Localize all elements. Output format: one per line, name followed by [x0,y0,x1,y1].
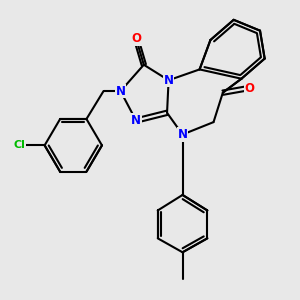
Text: N: N [116,85,126,98]
Text: O: O [244,82,254,94]
Text: O: O [131,32,141,45]
Text: N: N [131,114,141,127]
Text: N: N [178,128,188,141]
Text: N: N [164,74,174,87]
Text: Cl: Cl [14,140,26,150]
